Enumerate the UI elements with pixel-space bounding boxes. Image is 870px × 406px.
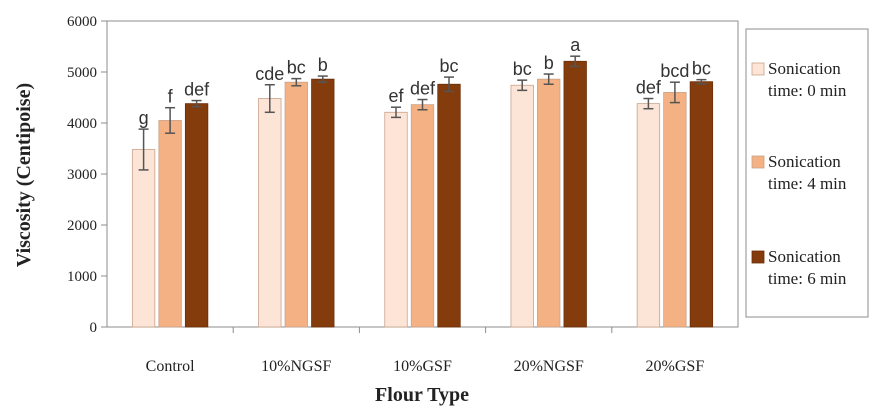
bar (311, 78, 335, 328)
significance-letter: b (544, 53, 554, 73)
x-category-label: 10%NGSF (261, 358, 331, 375)
legend-swatch (751, 155, 765, 169)
significance-letter: ef (388, 86, 404, 106)
legend-label: Sonication (768, 247, 841, 266)
y-tick-label: 5000 (67, 65, 97, 81)
legend-label: time: 4 min (768, 174, 847, 193)
significance-letter: b (318, 55, 328, 75)
bar (410, 104, 435, 328)
bar (284, 81, 308, 328)
bar (510, 84, 534, 328)
significance-letter: bc (439, 56, 458, 76)
bar (563, 60, 587, 328)
bar (537, 78, 561, 328)
bar (158, 120, 182, 328)
significance-letter: bc (287, 58, 306, 78)
bar (689, 81, 714, 328)
y-tick-label: 6000 (67, 14, 97, 30)
y-tick-label: 2000 (67, 218, 97, 234)
x-category-label: 20%NGSF (514, 358, 584, 375)
legend-label: Sonication (768, 152, 841, 171)
bars (131, 55, 714, 328)
x-category-label: 10%GSF (393, 358, 452, 375)
y-tick-label: 0 (90, 320, 98, 336)
bar (384, 111, 408, 328)
bar (258, 98, 282, 328)
x-category-label: Control (146, 358, 195, 375)
significance-letter: f (168, 87, 174, 107)
bar (184, 103, 209, 328)
bar (636, 103, 661, 328)
x-category-label: 20%GSF (646, 358, 705, 375)
significance-letter: g (139, 108, 149, 128)
y-tick-label: 1000 (67, 269, 97, 285)
y-tick-label: 4000 (67, 116, 97, 132)
significance-letter: def (184, 80, 210, 100)
legend-swatch (751, 62, 765, 76)
significance-letter: def (636, 78, 662, 98)
bar (131, 149, 156, 328)
significance-letter: bcd (660, 61, 689, 81)
legend: Sonication time: 0 min Sonication time: 4 m… (745, 28, 869, 318)
significance-letter: bc (692, 59, 711, 79)
legend-swatch (751, 250, 765, 264)
significance-letter: a (570, 35, 581, 55)
legend-label: time: 0 min (768, 81, 847, 100)
significance-letter: bc (513, 59, 532, 79)
y-tick-label: 3000 (67, 167, 97, 183)
legend-label: Sonication (768, 59, 841, 78)
legend-label: time: 6 min (768, 269, 847, 288)
bar (437, 83, 461, 328)
legend-box (745, 28, 869, 318)
y-axis-title: Viscosity (Centipoise) (13, 83, 35, 267)
significance-letter: def (410, 79, 436, 99)
significance-letter: cde (255, 64, 284, 84)
x-axis-title: Flour Type (375, 384, 469, 406)
bar (663, 92, 687, 328)
